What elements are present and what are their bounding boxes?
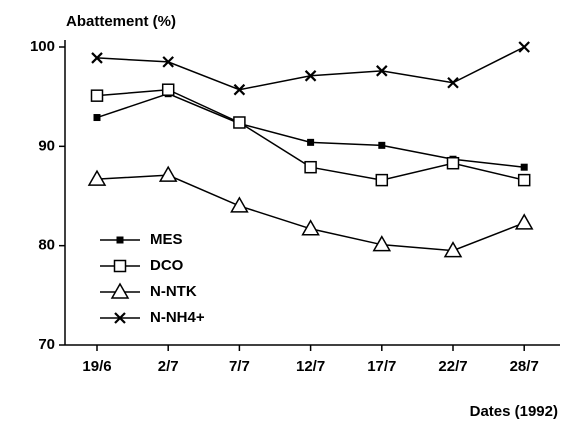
- y-tick-label: 70: [38, 336, 55, 353]
- x-tick-label: 17/7: [367, 358, 396, 375]
- legend-marker: [113, 259, 127, 273]
- x-tick-label: 22/7: [438, 358, 467, 375]
- marker: [517, 173, 531, 187]
- marker: [307, 138, 315, 146]
- marker: [446, 156, 460, 170]
- legend-marker: [114, 312, 126, 324]
- marker: [372, 235, 392, 252]
- x-tick-label: 7/7: [229, 358, 250, 375]
- y-tick-label: 80: [38, 237, 55, 254]
- series-line: [96, 92, 525, 168]
- marker: [301, 219, 320, 236]
- marker: [233, 83, 246, 96]
- marker: [518, 41, 530, 53]
- marker: [375, 173, 389, 187]
- legend-label: N-NH4+: [150, 309, 205, 326]
- series-line: [96, 46, 525, 91]
- marker: [447, 76, 459, 89]
- y-tick-label: 100: [30, 38, 55, 55]
- y-tick-label: 90: [38, 137, 55, 154]
- y-axis-label: Abattement (%): [66, 13, 176, 30]
- marker: [304, 70, 317, 82]
- marker: [514, 213, 534, 230]
- marker: [230, 196, 249, 213]
- marker: [162, 56, 174, 68]
- legend-marker: [110, 282, 130, 299]
- marker: [304, 160, 317, 174]
- legend-label: N-NTK: [150, 283, 197, 300]
- marker: [376, 65, 388, 77]
- legend-label: DCO: [150, 257, 184, 274]
- x-tick-label: 12/7: [296, 358, 325, 375]
- legend-label: MES: [150, 231, 183, 248]
- marker: [443, 241, 463, 258]
- x-axis-label: Dates (1992): [470, 403, 558, 420]
- marker: [161, 83, 175, 96]
- marker: [520, 163, 528, 171]
- marker: [87, 169, 107, 186]
- x-tick-label: 28/7: [510, 358, 539, 375]
- x-tick-label: 19/6: [82, 358, 111, 375]
- x-tick-label: 2/7: [158, 358, 179, 375]
- marker: [158, 165, 178, 182]
- marker: [90, 89, 104, 102]
- legend-marker: [116, 236, 124, 244]
- marker: [378, 141, 386, 149]
- marker: [233, 116, 246, 129]
- marker: [91, 52, 103, 64]
- marker: [93, 114, 101, 122]
